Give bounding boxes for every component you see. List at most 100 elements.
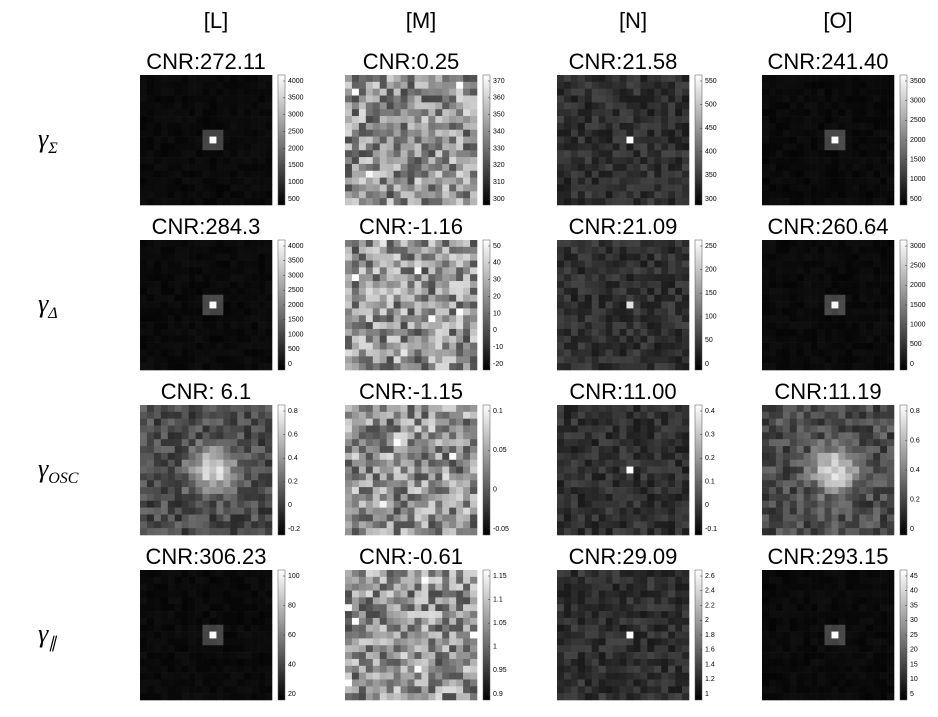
pixel	[605, 95, 613, 103]
pixel	[153, 487, 162, 495]
pixel	[379, 294, 387, 302]
pixel	[258, 411, 266, 419]
pixel	[351, 75, 360, 83]
pixel	[619, 116, 627, 124]
pixel	[449, 150, 457, 158]
pixel	[160, 617, 169, 626]
pixel	[167, 102, 176, 110]
pixel	[803, 184, 811, 192]
pixel	[146, 411, 155, 419]
pixel	[803, 294, 811, 302]
pixel	[845, 246, 853, 254]
pixel	[682, 143, 690, 151]
pixel	[873, 480, 881, 488]
pixel	[265, 425, 273, 433]
pixel	[612, 150, 620, 158]
pixel	[887, 301, 895, 309]
pixel	[209, 301, 217, 309]
pixel	[414, 452, 422, 461]
pixel	[265, 184, 273, 192]
pixel	[435, 240, 443, 248]
pixel	[160, 473, 169, 481]
pixel	[803, 136, 811, 144]
pixel	[887, 507, 895, 515]
pixel	[351, 281, 360, 289]
pixel	[435, 432, 443, 440]
pixel	[626, 342, 634, 350]
pixel	[372, 88, 381, 96]
pixel	[887, 102, 895, 110]
pixel	[244, 191, 252, 199]
colorbar-tick-label: 3500	[288, 95, 304, 102]
pixel	[358, 480, 367, 488]
pixel	[831, 425, 839, 433]
pixel	[181, 356, 189, 364]
pixel	[640, 500, 648, 508]
pixel	[209, 95, 217, 103]
pixel	[407, 240, 415, 248]
pixel	[633, 240, 641, 248]
pixel	[202, 281, 210, 289]
pixel	[230, 590, 238, 598]
pixel	[428, 267, 436, 275]
pixel	[470, 81, 478, 89]
pixel	[358, 75, 367, 83]
pixel	[598, 253, 606, 261]
pixel	[351, 335, 360, 343]
pixel	[428, 116, 436, 124]
pixel	[442, 363, 450, 371]
pixel	[140, 446, 148, 454]
pixel	[258, 686, 266, 694]
pixel	[775, 452, 784, 461]
pixel	[873, 425, 881, 433]
pixel	[803, 466, 811, 474]
pixel	[775, 260, 784, 268]
colorbar-tick-label: 400	[705, 149, 717, 156]
pixel	[265, 583, 273, 591]
colorbar-tick-label: 500	[288, 346, 300, 353]
pixel	[803, 500, 811, 508]
pixel	[442, 356, 450, 364]
pixel	[470, 95, 478, 103]
pixel	[831, 177, 839, 185]
pixel	[612, 322, 620, 330]
pixel	[803, 150, 811, 158]
pixel	[775, 514, 784, 522]
pixel	[470, 170, 478, 178]
pixel	[612, 163, 620, 172]
pixel	[202, 604, 210, 612]
pixel	[181, 590, 189, 598]
pixel	[563, 281, 572, 289]
pixel	[584, 294, 593, 302]
pixel	[675, 363, 683, 371]
pixel	[428, 328, 436, 337]
pixel	[358, 439, 367, 447]
pixel	[845, 163, 853, 172]
pixel	[838, 328, 846, 337]
pixel	[223, 617, 231, 626]
pixel	[675, 81, 683, 89]
pixel	[633, 136, 641, 144]
pixel	[682, 184, 690, 192]
pixel	[407, 487, 415, 495]
pixel	[188, 528, 196, 536]
pixel	[216, 480, 224, 488]
pixel	[866, 150, 874, 158]
pixel	[345, 405, 353, 413]
pixel	[223, 308, 231, 316]
pixel	[873, 109, 881, 117]
pixel	[768, 500, 777, 508]
pixel	[612, 260, 620, 268]
pixel	[216, 163, 224, 172]
pixel	[209, 136, 217, 144]
pixel	[345, 260, 353, 268]
pixel	[230, 157, 238, 165]
pixel	[887, 253, 895, 261]
pixel	[365, 349, 374, 357]
pixel	[449, 507, 457, 515]
pixel	[640, 136, 648, 144]
pixel	[831, 473, 839, 481]
pixel	[456, 267, 464, 275]
pixel	[449, 163, 457, 172]
pixel	[838, 246, 846, 254]
